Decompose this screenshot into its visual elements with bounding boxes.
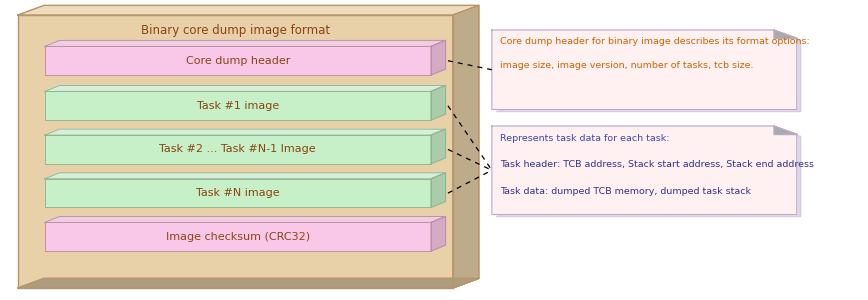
Polygon shape [774,126,797,134]
Polygon shape [45,40,445,46]
Polygon shape [45,217,445,223]
Text: Task #1 image: Task #1 image [197,101,279,111]
FancyBboxPatch shape [45,223,431,251]
FancyBboxPatch shape [45,46,431,75]
FancyBboxPatch shape [45,92,431,120]
FancyBboxPatch shape [18,15,453,288]
Text: Task #N image: Task #N image [196,188,279,198]
Polygon shape [45,85,445,91]
Text: Core dump header for binary image describes its format options:: Core dump header for binary image descri… [500,38,810,46]
Polygon shape [45,173,445,179]
Polygon shape [453,5,479,288]
Text: Core dump header: Core dump header [186,56,290,66]
Text: Task data: dumped TCB memory, dumped task stack: Task data: dumped TCB memory, dumped tas… [500,187,751,196]
Text: Task #2 ... Task #N-1 Image: Task #2 ... Task #N-1 Image [160,145,316,154]
FancyBboxPatch shape [45,179,431,208]
Polygon shape [431,129,445,164]
Polygon shape [431,85,445,120]
Text: image size, image version, number of tasks, tcb size.: image size, image version, number of tas… [500,61,753,70]
FancyBboxPatch shape [45,135,431,164]
Polygon shape [45,129,445,135]
Text: Task header: TCB address, Stack start address, Stack end address: Task header: TCB address, Stack start ad… [500,160,814,169]
Polygon shape [431,217,445,251]
Polygon shape [18,5,479,15]
Polygon shape [431,40,445,75]
Text: Represents task data for each task:: Represents task data for each task: [500,134,669,142]
Polygon shape [18,278,479,288]
Polygon shape [492,126,797,214]
Polygon shape [496,32,801,112]
Polygon shape [431,173,445,208]
Text: Binary core dump image format: Binary core dump image format [141,24,330,37]
Polygon shape [496,128,801,217]
Polygon shape [774,30,797,38]
Text: Image checksum (CRC32): Image checksum (CRC32) [166,232,310,242]
Polygon shape [492,30,797,110]
